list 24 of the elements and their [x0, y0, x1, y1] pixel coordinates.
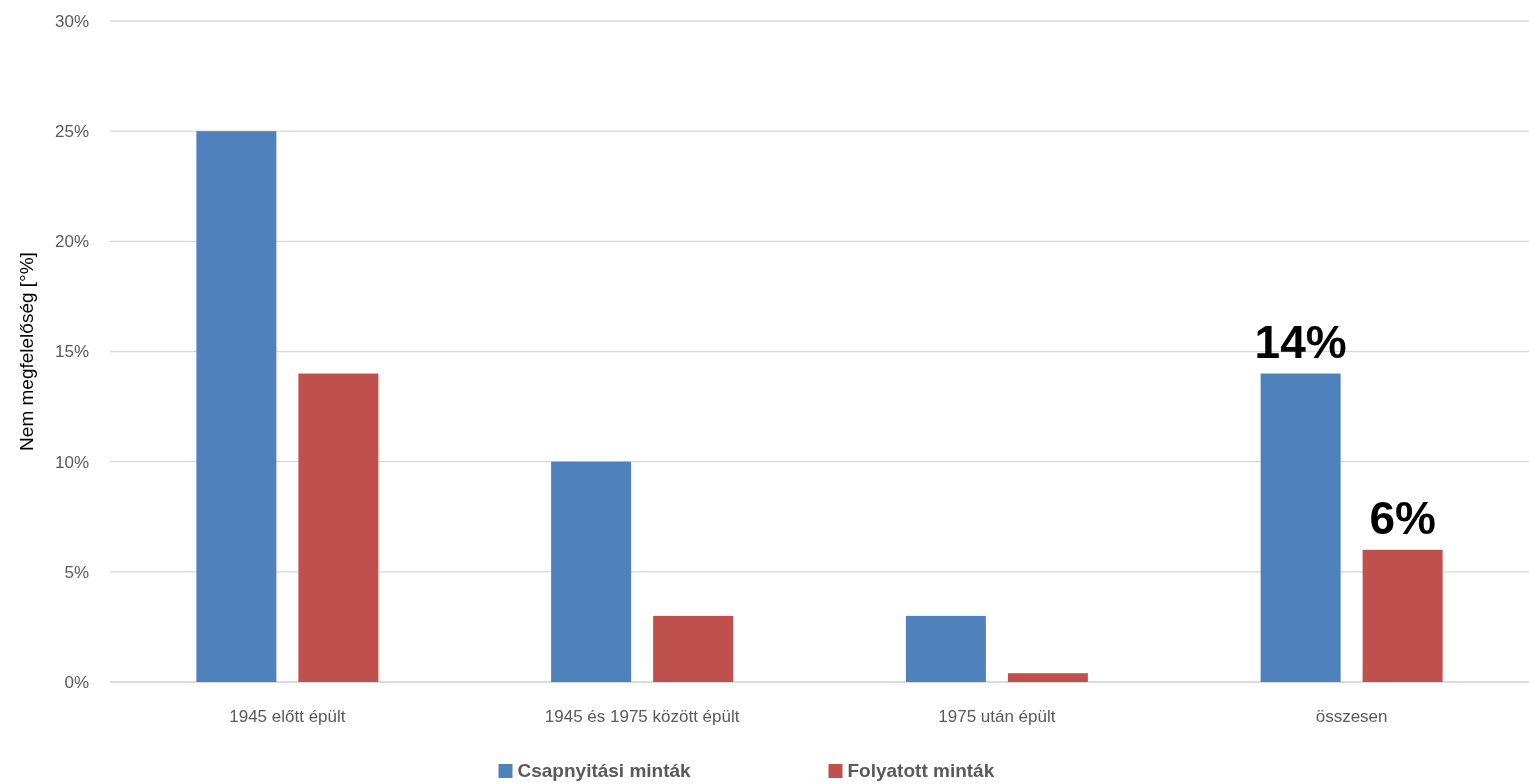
bar: [905, 615, 986, 682]
bar: [551, 461, 632, 682]
bar: [196, 131, 277, 682]
y-tick-label: 15%: [54, 342, 89, 362]
data-label: 6%: [1369, 491, 1436, 544]
y-tick-label: 30%: [54, 11, 89, 31]
bar: [653, 615, 734, 682]
legend-label: Csapnyitási minták: [517, 760, 692, 781]
x-tick-label: 1945 és 1975 között épült: [544, 707, 740, 726]
bar: [1260, 373, 1341, 682]
y-axis-title: Nem megfelelőség [°%]: [16, 252, 37, 451]
x-tick-label: összesen: [1315, 707, 1388, 726]
bar: [1362, 549, 1443, 682]
y-tick-label: 10%: [54, 452, 89, 472]
y-tick-label: 0%: [64, 672, 89, 692]
bar: [1007, 673, 1088, 682]
bar: [298, 373, 379, 682]
data-label: 14%: [1254, 315, 1347, 368]
x-tick-label: 1975 után épült: [938, 707, 1056, 726]
y-tick-label: 25%: [54, 122, 89, 142]
legend-label: Folyatott minták: [847, 760, 995, 781]
y-tick-label: 20%: [54, 232, 89, 252]
x-tick-label: 1945 előtt épült: [229, 707, 346, 726]
y-tick-label: 5%: [64, 562, 89, 582]
